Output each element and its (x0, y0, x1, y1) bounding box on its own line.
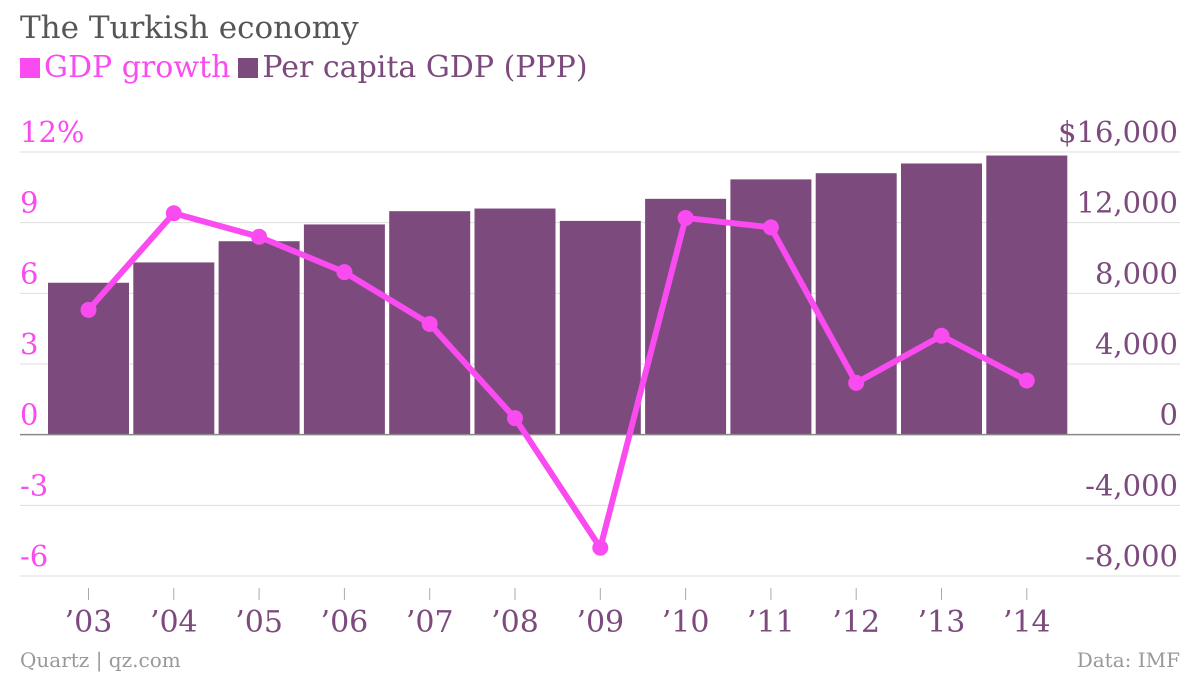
x-tick-label: ’07 (406, 605, 454, 640)
gdp-growth-point (336, 264, 353, 281)
gdp-bar (303, 224, 385, 435)
gdp-bar (815, 173, 897, 435)
x-tick-label: ’13 (918, 605, 966, 640)
gdp-bar (133, 262, 215, 435)
gdp-growth-point (848, 374, 865, 391)
x-tick-label: ’05 (235, 605, 283, 640)
x-tick-label: ’09 (576, 605, 624, 640)
legend-swatch-gdp (238, 57, 259, 78)
gdp-growth-point (762, 219, 779, 236)
x-tick-label: ’06 (321, 605, 369, 640)
gdp-bar (559, 220, 641, 435)
gdp-growth-point (1018, 372, 1035, 389)
x-tick-label: ’11 (747, 605, 795, 640)
y-right-tick-label: -8,000 (1085, 539, 1178, 573)
x-tick-label: ’10 (662, 605, 710, 640)
gdp-growth-point (80, 301, 97, 318)
y-right-tick-label: 4,000 (1095, 327, 1178, 361)
y-left-tick-label: -3 (20, 468, 48, 502)
gdp-growth-point (165, 205, 182, 222)
legend: GDP growth Per capita GDP (PPP) (20, 50, 588, 85)
gdp-growth-point (677, 209, 694, 226)
gdp-bar (474, 208, 556, 435)
legend-item-growth: GDP growth (20, 50, 230, 85)
x-tick-label: ’04 (150, 605, 198, 640)
legend-item-gdp: Per capita GDP (PPP) (238, 50, 588, 85)
gdp-growth-line (85, 210, 1030, 551)
y-right-tick-label: 8,000 (1095, 256, 1178, 290)
y-right-tick-label: -4,000 (1085, 468, 1178, 502)
gdp-growth-point (507, 410, 523, 427)
gdp-bar (986, 155, 1068, 435)
y-left-tick-label: 0 (20, 398, 38, 432)
legend-swatch-growth (20, 57, 40, 78)
y-left-tick-label: -6 (20, 539, 48, 573)
x-tick-label: ’14 (1003, 605, 1051, 640)
y-left-tick-label: 6 (20, 256, 38, 290)
y-left-tick-label: 12% (20, 115, 84, 149)
gdp-growth-point (421, 315, 438, 332)
y-left-tick-label: 3 (20, 327, 38, 361)
gdp-growth-point (251, 228, 268, 245)
legend-label-growth: GDP growth (44, 50, 231, 85)
gdp-bar (730, 179, 812, 435)
y-left-tick-label: 9 (20, 186, 38, 220)
gdp-growth-point (592, 539, 609, 556)
gdp-bar (901, 163, 982, 435)
data-source: Data: IMF (1076, 648, 1180, 672)
chart-title: The Turkish economy (20, 10, 359, 46)
source-credit: Quartz | qz.com (20, 648, 181, 672)
y-right-tick-label: 12,000 (1077, 186, 1178, 220)
x-tick-label: ’03 (65, 605, 113, 640)
x-tick-label: ’12 (832, 605, 880, 640)
gdp-growth-point (933, 327, 950, 344)
y-right-tick-label: 0 (1160, 398, 1178, 432)
y-right-tick-label: $16,000 (1058, 115, 1178, 149)
x-tick-label: ’08 (491, 605, 539, 640)
legend-label-gdp: Per capita GDP (PPP) (262, 50, 588, 85)
gdp-bar (218, 241, 300, 435)
